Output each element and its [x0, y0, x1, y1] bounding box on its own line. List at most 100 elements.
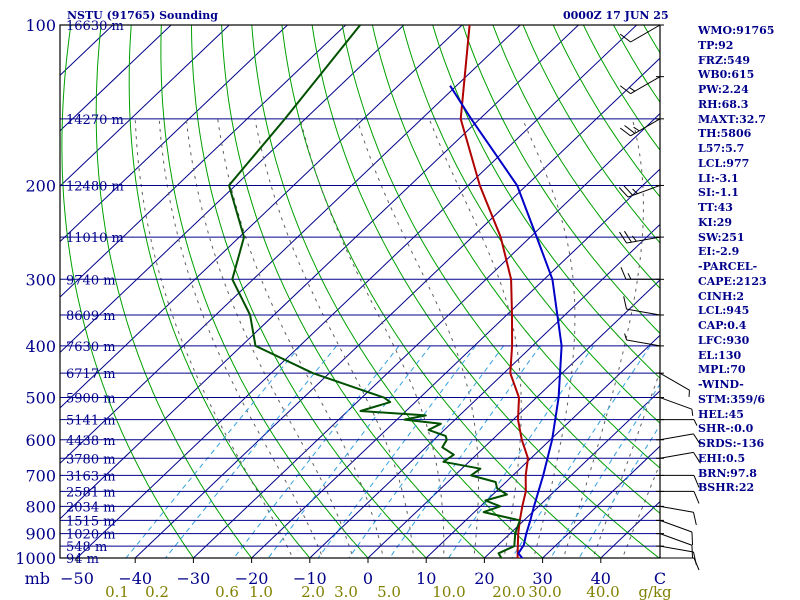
height-label: 5141 m [66, 414, 116, 429]
mixing-ratio-line [233, 345, 400, 558]
mixing-ratio-label: 5.0 [377, 583, 401, 600]
temperature-unit: C [654, 569, 666, 588]
isotherm [60, 25, 579, 520]
index-item: HEL:45 [698, 407, 744, 421]
pressure-label: 900 [25, 525, 56, 544]
isotherm [60, 25, 172, 132]
pressure-label: 800 [25, 497, 56, 516]
station-title: NSTU (91765) Sounding [67, 9, 218, 22]
moist-adiabat [254, 118, 415, 558]
mixing-ratio-label: 2.0 [301, 583, 325, 600]
index-item: LI:-3.1 [698, 171, 739, 185]
pressure-label: 200 [25, 176, 56, 195]
index-item: LCL:945 [698, 304, 750, 318]
wind-barb [624, 333, 664, 347]
mixing-ratio-line [550, 383, 660, 558]
height-label: 1020 m [66, 528, 116, 543]
wind-barb [656, 433, 701, 446]
wind-barb [656, 519, 694, 546]
height-label: 11010 m [66, 231, 124, 246]
height-label: 1515 m [66, 514, 116, 529]
mixing-ratio-line [448, 345, 594, 558]
isotherm [134, 57, 660, 558]
wind-barb [656, 545, 697, 565]
isotherm [60, 25, 230, 187]
index-item: FRZ:549 [698, 53, 751, 67]
temperature-tick-label: 10 [416, 569, 436, 588]
pressure-label: 100 [25, 16, 56, 35]
mixing-ratio-label: 10.0 [432, 583, 465, 600]
mixing-ratio-label: 0.6 [215, 583, 239, 600]
moist-adiabat [134, 118, 294, 558]
mixing-ratio-label: 0.2 [145, 583, 169, 600]
index-item: RH:68.3 [698, 97, 749, 111]
mixing-ratio-line [267, 345, 431, 558]
valid-time: 0000Z 17 JUN 25 [563, 9, 669, 22]
height-label: 5900 m [66, 392, 116, 407]
dry-adiabat [432, 25, 660, 379]
pressure-label: 700 [25, 466, 56, 485]
mixing-ratio-label: 40.0 [586, 583, 619, 600]
sounding-profiles [228, 25, 563, 558]
dry-adiabat [61, 25, 195, 558]
moist-adiabat [428, 118, 522, 558]
wind-barb [656, 397, 694, 416]
temperature-tick-label: 30 [532, 569, 552, 588]
mixing-ratio-label: 30.0 [528, 583, 561, 600]
temperature-tick-label: 20 [474, 569, 494, 588]
isotherm [60, 25, 288, 243]
indices-panel: WMO:91765 TP:92 FRZ:549 WB0:615 PW:2.24 RH:68… [698, 24, 798, 496]
mixing-ratio-line [317, 345, 476, 558]
dry-adiabat [128, 25, 311, 558]
isotherm [367, 279, 660, 558]
dry-adiabat [95, 25, 253, 558]
pressure-unit: mb [25, 569, 50, 588]
mixing-ratio-unit: g/kg [638, 583, 672, 600]
temperature-tick-label: 40 [591, 569, 611, 588]
wind-barb [656, 419, 698, 426]
mixing-ratio-line [511, 345, 651, 558]
height-label: 4438 m [66, 434, 116, 449]
index-item: SW:251 [698, 230, 745, 244]
index-item: CAPE:2123 [698, 274, 767, 288]
height-label: 2034 m [66, 500, 116, 515]
index-item: LFC:930 [698, 333, 750, 347]
index-item: EL:130 [698, 348, 742, 362]
isotherm [541, 445, 660, 558]
moist-adiabat [521, 118, 576, 558]
height-label: 16630 m [66, 19, 124, 34]
pressure-label: 1000 [15, 549, 56, 568]
wind-barb [619, 76, 664, 95]
moist-adiabat [299, 118, 445, 558]
dry-adiabat [160, 25, 369, 558]
wind-barb [656, 372, 690, 397]
index-item: WB0:615 [698, 68, 755, 82]
isotherm [425, 334, 660, 558]
mixing-ratio-label: 0.1 [105, 583, 129, 600]
temperature-tick-label: −10 [293, 569, 327, 588]
mixing-ratio-label: 3.0 [334, 583, 358, 600]
index-item: MAXT:32.7 [698, 112, 766, 126]
pressure-label: 600 [25, 431, 56, 450]
index-item: PW:2.24 [698, 83, 749, 96]
pressure-label: 500 [25, 389, 56, 408]
temperature-tick-label: −50 [60, 569, 94, 588]
index-item: SRDS:-136 [698, 437, 765, 450]
dry-adiabat [221, 25, 486, 558]
height-label: 6717 m [66, 367, 116, 382]
isotherm [0, 25, 55, 569]
plot-frame [59, 24, 661, 559]
dry-adiabat [281, 25, 602, 558]
index-item: SHR-:0.0 [698, 422, 754, 436]
index-item: TT:43 [698, 201, 733, 214]
mixing-ratio-label: 20.0 [492, 583, 525, 600]
wind-barb [623, 296, 664, 316]
height-label: 8609 m [66, 309, 116, 324]
index-item: BSHR:22 [698, 481, 755, 495]
temperature-tick-label: 0 [363, 569, 373, 588]
mixing-ratio-line [389, 345, 541, 558]
index-item: CAP:0.4 [698, 319, 747, 332]
mixing-ratio-line [125, 345, 301, 558]
isotherm [250, 168, 660, 558]
index-item: EI:-2.9 [698, 245, 740, 259]
